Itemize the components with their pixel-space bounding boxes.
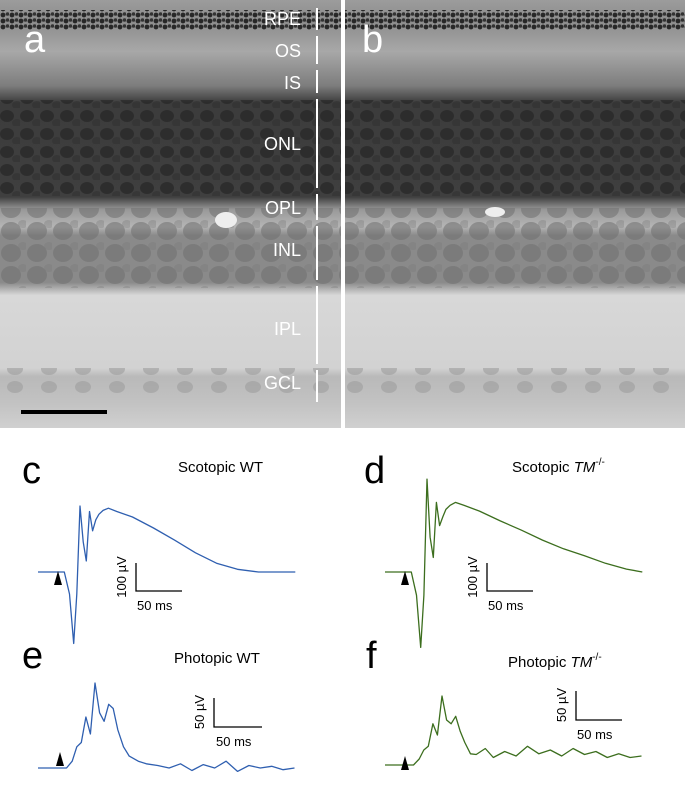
panel-b-histology: [345, 0, 685, 428]
layer-label-onl: ONL: [264, 134, 301, 154]
panel-letter-a: a: [24, 19, 46, 61]
panel-f-title-superscript: -/-: [592, 652, 601, 663]
layer-labels: RPE OS IS ONL OPL INL IPL GCL: [264, 9, 301, 393]
erg-trace-d: [385, 478, 643, 649]
panel-f-trace-group: [384, 695, 642, 766]
panel-a-rpe-band: [0, 10, 341, 30]
panel-b-onl-band: [345, 100, 685, 196]
panel-e-stimulus-arrowhead: [56, 752, 64, 766]
panel-a-vacuole: [215, 212, 237, 228]
panel-e-trace-group: [37, 682, 295, 773]
panel-a-gcl-band: [0, 368, 341, 396]
panel-e: e Photopic WT 50 µV 50 ms: [22, 635, 295, 773]
panel-f-title: Photopic TM-/-: [508, 652, 602, 671]
layer-label-gcl: GCL: [264, 373, 301, 393]
erg-trace-c: [38, 505, 296, 645]
panel-f-scale-bar: [575, 691, 622, 721]
panel-a-histology: [0, 0, 341, 428]
panel-b-rpe-band: [345, 10, 685, 30]
panel-letter-c: c: [22, 450, 41, 492]
panel-f-scale-x-label: 50 ms: [577, 727, 613, 742]
panel-e-scale-y-label: 50 µV: [192, 695, 207, 730]
panel-letter-f: f: [366, 635, 377, 677]
histology-scale-bar: [21, 410, 107, 414]
panel-c-stimulus-arrowhead: [54, 571, 62, 585]
panel-f-scale-y-label: 50 µV: [554, 688, 569, 723]
panel-c-scale-x-label: 50 ms: [137, 598, 173, 613]
panel-c-title: Scotopic WT: [178, 459, 263, 476]
panel-c-scale-bar: [135, 563, 182, 592]
panel-d-scale-y-label: 100 µV: [465, 556, 480, 598]
panel-d-title-superscript: -/-: [595, 457, 604, 468]
layer-label-inl: INL: [273, 240, 301, 260]
panel-c: c Scotopic WT 100 µV 50 ms: [22, 450, 296, 645]
panel-f: f Photopic TM-/- 50 µV 50 ms: [366, 635, 642, 770]
panel-e-scale-x-label: 50 ms: [216, 734, 252, 749]
panel-d: d Scotopic TM-/- 100 µV 50 ms: [364, 450, 643, 649]
panel-b-gcl-band: [345, 368, 685, 396]
panel-d-title-italic: TM: [574, 459, 596, 476]
panel-f-title-main: Photopic: [508, 654, 571, 671]
panel-e-title: Photopic WT: [174, 650, 260, 667]
layer-label-rpe: RPE: [264, 9, 301, 29]
erg-trace-e: [38, 682, 295, 773]
panel-e-scale-bar: [213, 698, 262, 728]
panel-letter-d: d: [364, 450, 385, 492]
panel-c-trace-group: [37, 505, 296, 645]
layer-label-is: IS: [284, 73, 301, 93]
panel-d-trace-group: [384, 478, 643, 649]
panel-a-onl-band: [0, 100, 341, 196]
panel-a-inl-band: [0, 208, 341, 288]
panel-b-vacuole: [485, 207, 505, 217]
panel-d-scale-x-label: 50 ms: [488, 598, 524, 613]
erg-trace-f: [385, 695, 642, 766]
layer-label-ipl: IPL: [274, 319, 301, 339]
panel-d-title: Scotopic TM-/-: [512, 457, 605, 476]
panel-letter-b: b: [362, 19, 383, 61]
panel-f-stimulus-arrowhead: [401, 756, 409, 770]
layer-label-os: OS: [275, 41, 301, 61]
panel-f-title-italic: TM: [571, 654, 593, 671]
layer-label-opl: OPL: [265, 198, 301, 218]
panel-d-title-main: Scotopic: [512, 459, 574, 476]
panel-d-stimulus-arrowhead: [401, 571, 409, 585]
panel-d-scale-bar: [486, 563, 533, 592]
panel-b-inl-band: [345, 208, 685, 288]
panel-letter-e: e: [22, 635, 43, 677]
panel-c-scale-y-label: 100 µV: [114, 556, 129, 598]
panel-divider: [341, 0, 345, 428]
